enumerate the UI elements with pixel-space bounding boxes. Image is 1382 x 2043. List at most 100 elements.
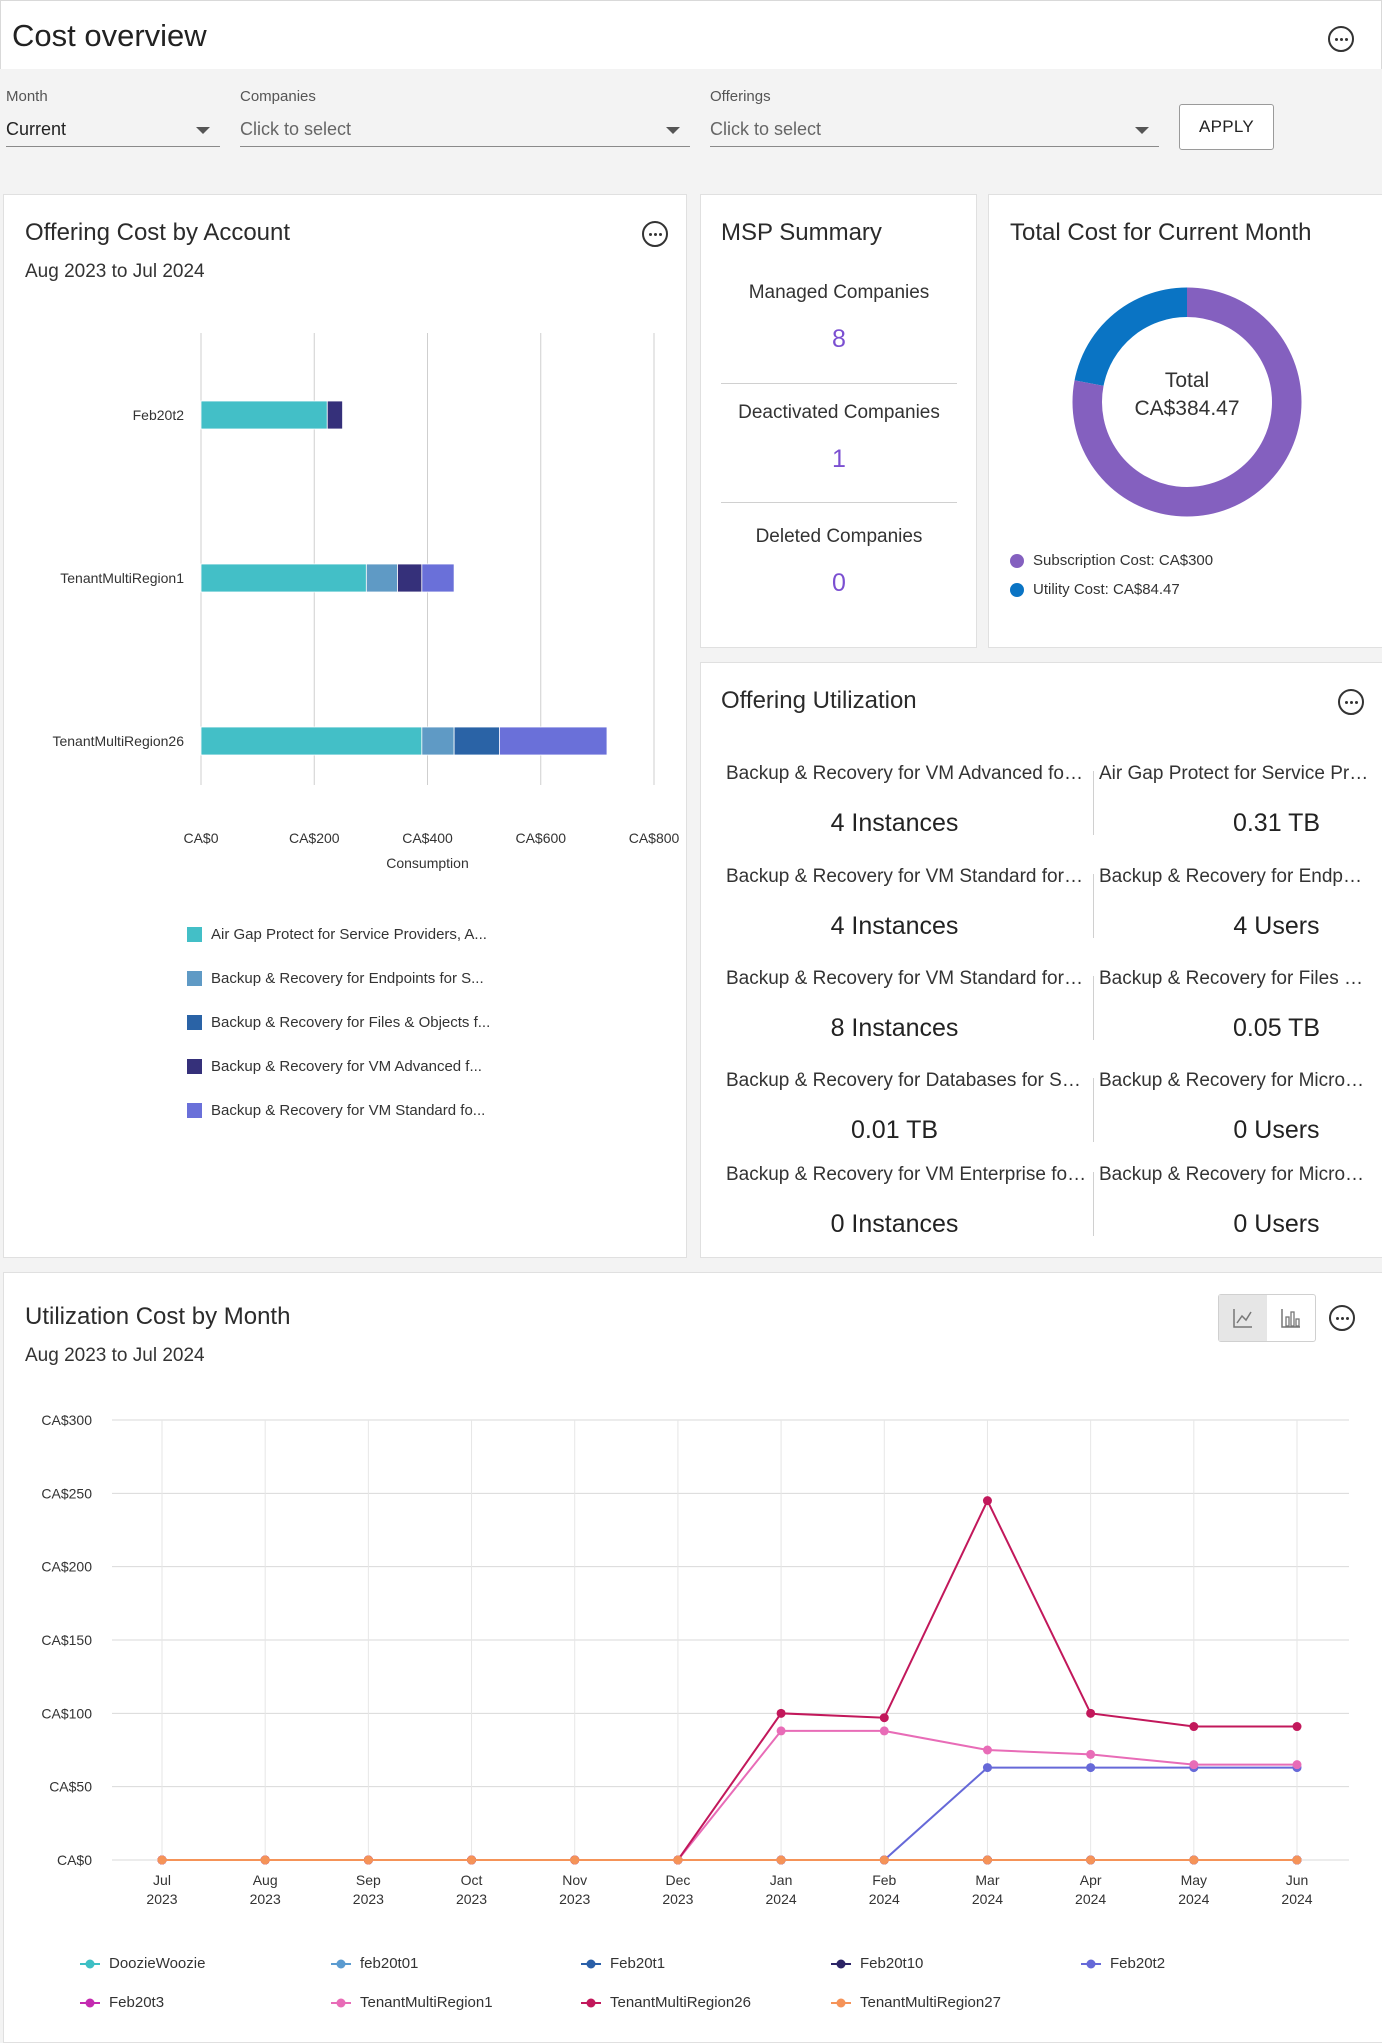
bar-legend-item[interactable]: Backup & Recovery for Endpoints for S... <box>187 970 484 987</box>
companies-select-placeholder: Click to select <box>240 119 352 139</box>
series-line <box>162 1498 1297 1861</box>
data-point <box>1292 1855 1302 1865</box>
msp-summary-card: MSP Summary Managed Companies 8 Deactiva… <box>700 194 977 648</box>
bar-legend-item[interactable]: Backup & Recovery for Files & Objects f.… <box>187 1014 490 1031</box>
legend-marker-dot <box>586 1959 596 1968</box>
series-line <box>162 1729 1297 1861</box>
category-label: TenantMultiRegion1 <box>60 570 184 586</box>
x-tick-year: 2024 <box>1281 1891 1312 1907</box>
chart-type-toggle[interactable] <box>1218 1294 1316 1342</box>
legend-dot <box>1010 553 1024 568</box>
data-point <box>776 1855 786 1865</box>
x-tick-year: 2024 <box>869 1891 900 1907</box>
offering-utilization-card: Offering Utilization Backup & Recovery f… <box>700 662 1382 1258</box>
utilization-offering-name: Backup & Recovery for Endpoints for Serv… <box>1099 866 1369 887</box>
bar-legend-item[interactable]: Backup & Recovery for VM Advanced f... <box>187 1058 482 1075</box>
chevron-down-icon <box>666 127 680 134</box>
line-chart-toggle-button[interactable] <box>1219 1295 1267 1341</box>
month-select[interactable]: Current <box>6 113 220 147</box>
deleted-companies-value[interactable]: 0 <box>832 569 846 597</box>
x-axis-label: Consumption <box>386 855 469 871</box>
line-legend-item[interactable]: Feb20t2 <box>1080 1955 1165 1972</box>
utilization-offering-name: Backup & Recovery for Microsoft 365 <box>1099 1070 1369 1091</box>
utilization-offering-value: 0.01 TB <box>850 1116 939 1144</box>
x-tick-label: CA$200 <box>289 830 340 846</box>
line-legend-item[interactable]: TenantMultiRegion26 <box>580 1994 751 2011</box>
legend-swatch <box>187 1059 202 1074</box>
utilization-offering-value: 0.31 TB <box>1232 809 1321 837</box>
x-tick-label: CA$0 <box>183 830 218 846</box>
line-legend-item[interactable]: feb20t01 <box>330 1955 418 1972</box>
x-tick-year: 2024 <box>1178 1891 1209 1907</box>
utilization-offering-value: 4 Users <box>1233 912 1320 940</box>
managed-companies-value[interactable]: 8 <box>832 325 846 353</box>
line-legend-item[interactable]: Feb20t1 <box>580 1955 665 1972</box>
offerings-select[interactable]: Click to select <box>710 113 1159 147</box>
offering-cost-subtitle: Aug 2023 to Jul 2024 <box>25 261 205 282</box>
data-point <box>260 1855 270 1865</box>
total-cost-donut-chart <box>1072 287 1302 517</box>
data-point <box>363 1855 373 1865</box>
utility-cost-slice <box>1074 287 1188 387</box>
offering-utilization-more-button[interactable] <box>1338 689 1364 715</box>
x-tick-year: 2023 <box>250 1891 281 1907</box>
line-legend-item[interactable]: Feb20t3 <box>79 1994 164 2011</box>
utilization-offering-value: 0 Users <box>1233 1210 1320 1238</box>
x-tick-year: 2023 <box>456 1891 487 1907</box>
bar-segment <box>397 563 423 593</box>
filter-bar <box>0 69 1382 189</box>
legend-label: TenantMultiRegion27 <box>860 1994 1001 2011</box>
apply-button[interactable]: APPLY <box>1179 104 1274 150</box>
legend-marker-dot <box>836 1998 846 2007</box>
line-legend-item[interactable]: Feb20t10 <box>830 1955 923 1972</box>
x-tick-month: Jan <box>770 1872 793 1888</box>
legend-label: Feb20t10 <box>860 1955 924 1972</box>
line-legend-item[interactable]: TenantMultiRegion1 <box>330 1994 493 2011</box>
bar-legend-item[interactable]: Air Gap Protect for Service Providers, A… <box>187 926 487 943</box>
bar-legend-item[interactable]: Backup & Recovery for VM Standard fo... <box>187 1102 485 1119</box>
x-tick-month: Jul <box>153 1872 171 1888</box>
managed-companies-label: Managed Companies <box>748 282 930 303</box>
legend-marker-dot <box>586 1998 596 2007</box>
page-more-options-button[interactable] <box>1328 26 1354 52</box>
bar-segment <box>200 726 423 756</box>
column-divider <box>1093 771 1094 835</box>
line-legend-item[interactable]: TenantMultiRegion27 <box>830 1994 1001 2011</box>
y-tick-label: CA$250 <box>41 1485 92 1501</box>
data-point <box>1189 1722 1199 1732</box>
offering-cost-more-button[interactable] <box>642 221 668 247</box>
x-tick-month: Dec <box>665 1872 690 1888</box>
bar-chart-toggle-button[interactable] <box>1267 1295 1315 1341</box>
legend-line-marker <box>581 1959 601 1968</box>
data-point <box>776 1726 786 1736</box>
companies-select[interactable]: Click to select <box>240 113 690 147</box>
legend-swatch <box>187 927 202 942</box>
data-point <box>879 1713 889 1723</box>
utilization-cost-line-chart: CA$0 CA$50 CA$100 CA$150 CA$200 CA$250 CA$300 J… <box>41 1412 1349 1907</box>
legend-label: Backup & Recovery for Files & Objects f.… <box>211 1014 491 1031</box>
data-point <box>1086 1749 1096 1759</box>
legend-subscription-cost[interactable]: Subscription Cost: CA$300 <box>1010 552 1213 569</box>
legend-label: Backup & Recovery for VM Standard fo... <box>211 1102 486 1119</box>
bar-segment <box>365 563 398 593</box>
donut-center-label: Total CA$384.47 <box>1107 367 1267 423</box>
deactivated-companies-value[interactable]: 1 <box>832 445 846 473</box>
column-divider <box>1093 976 1094 1040</box>
x-tick-year: 2023 <box>662 1891 693 1907</box>
line-legend-item[interactable]: DoozieWoozie <box>79 1955 205 1972</box>
total-cost-card: Total Cost for Current Month Total CA$38… <box>988 194 1382 648</box>
data-point <box>879 1855 889 1865</box>
data-point <box>1292 1760 1302 1770</box>
utilization-offering-name: Backup & Recovery for Microsoft 365 <box>1099 1164 1369 1185</box>
category-label: Feb20t2 <box>133 407 185 423</box>
data-point <box>879 1726 889 1736</box>
legend-label: Feb20t3 <box>109 1994 165 2011</box>
column-divider <box>1093 1078 1094 1142</box>
x-tick-month: Aug <box>253 1872 278 1888</box>
offering-cost-title: Offering Cost by Account <box>25 219 291 246</box>
legend-utility-cost[interactable]: Utility Cost: CA$84.47 <box>1010 581 1180 598</box>
offering-utilization-title: Offering Utilization <box>721 687 917 714</box>
data-point <box>1189 1855 1199 1865</box>
utilization-cost-more-button[interactable] <box>1329 1305 1355 1331</box>
legend-label: TenantMultiRegion1 <box>360 1994 493 2011</box>
